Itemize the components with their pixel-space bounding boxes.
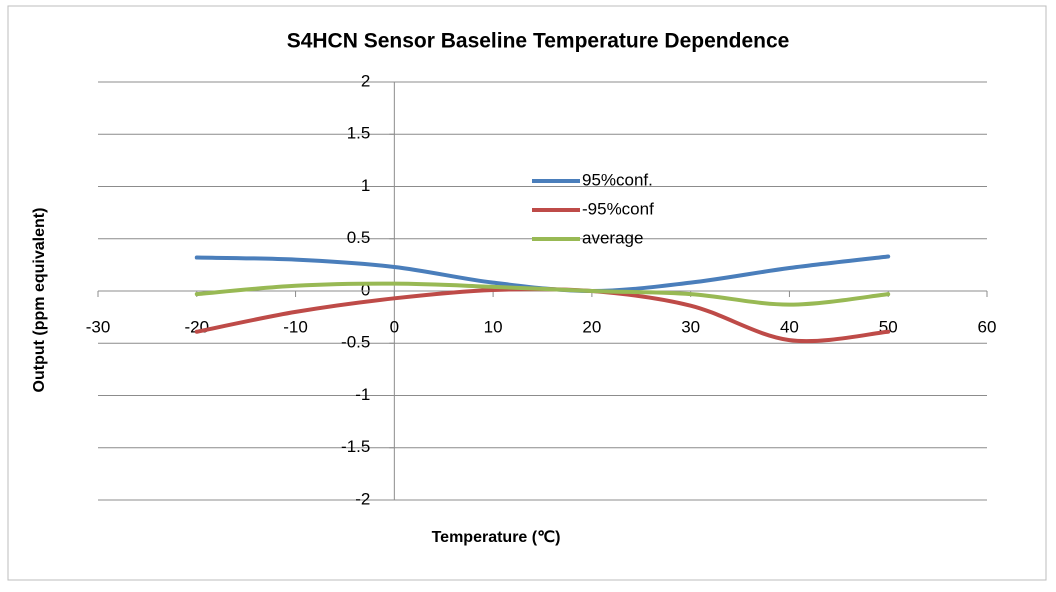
legend-label: 95%conf. [582, 170, 653, 189]
x-tick-label: 10 [484, 317, 503, 336]
y-tick-label: 2 [361, 71, 370, 90]
legend-label: -95%conf [582, 199, 654, 218]
y-tick-label: -1 [355, 385, 370, 404]
y-tick-label: 1 [361, 176, 370, 195]
y-axis-title: Output (ppm equivalent) [31, 208, 48, 393]
x-tick-label: 40 [780, 317, 799, 336]
y-tick-label: -2 [355, 489, 370, 508]
legend-label: average [582, 228, 643, 247]
chart-title: S4HCN Sensor Baseline Temperature Depend… [287, 30, 790, 53]
y-tick-label: 0 [361, 280, 370, 299]
x-tick-label: 30 [681, 317, 700, 336]
chart-frame [7, 5, 1047, 581]
x-tick-label: 60 [978, 317, 997, 336]
x-tick-label: -10 [283, 317, 308, 336]
x-tick-label: -30 [86, 317, 111, 336]
x-axis-title: Temperature (℃) [432, 529, 561, 546]
y-tick-label: 0.5 [347, 228, 371, 247]
x-tick-label: 20 [582, 317, 601, 336]
x-tick-label: 0 [390, 317, 399, 336]
y-tick-label: -1.5 [341, 437, 370, 456]
series-line [194, 281, 891, 307]
y-tick-label: -0.5 [341, 333, 370, 352]
y-tick-label: 1.5 [347, 124, 371, 143]
